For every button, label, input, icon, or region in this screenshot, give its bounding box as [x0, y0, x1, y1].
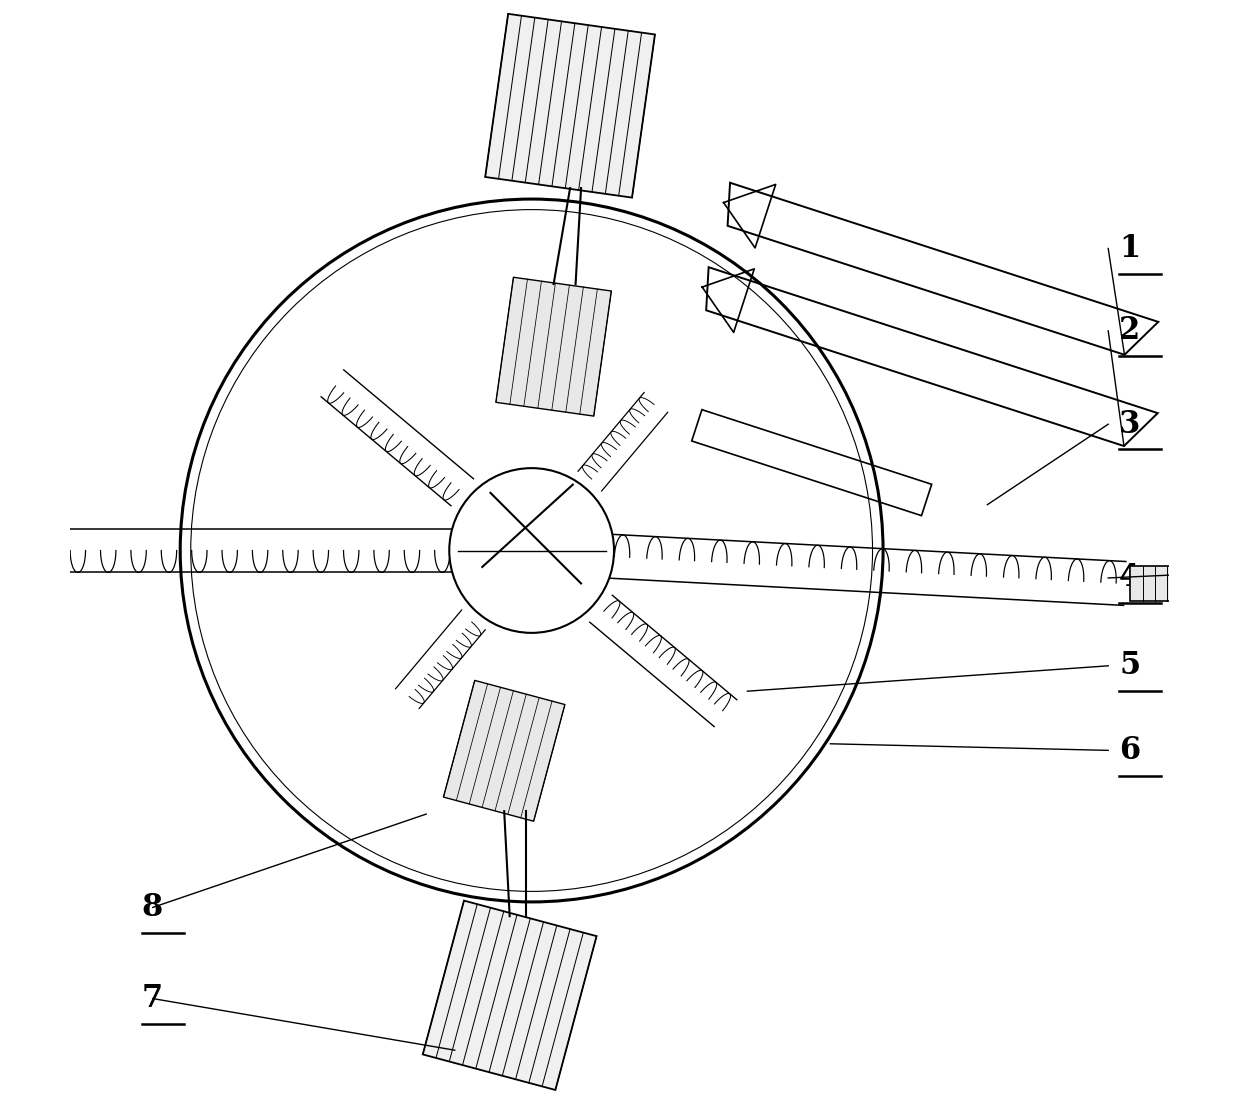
Polygon shape: [422, 901, 597, 1090]
Text: 1: 1: [1119, 233, 1140, 264]
Polygon shape: [496, 277, 611, 416]
Circle shape: [450, 468, 615, 633]
Polygon shape: [706, 268, 1157, 446]
Text: 4: 4: [1119, 563, 1140, 593]
Text: 7: 7: [141, 983, 162, 1014]
Text: 2: 2: [1119, 315, 1140, 347]
Text: 8: 8: [141, 892, 164, 923]
Polygon shape: [1130, 566, 1180, 601]
Text: 3: 3: [1119, 408, 1141, 439]
Polygon shape: [691, 410, 932, 515]
Polygon shape: [727, 183, 1158, 355]
Text: 5: 5: [1119, 651, 1140, 682]
Text: 6: 6: [1119, 734, 1140, 766]
Polygon shape: [486, 14, 655, 197]
Polygon shape: [444, 680, 565, 821]
